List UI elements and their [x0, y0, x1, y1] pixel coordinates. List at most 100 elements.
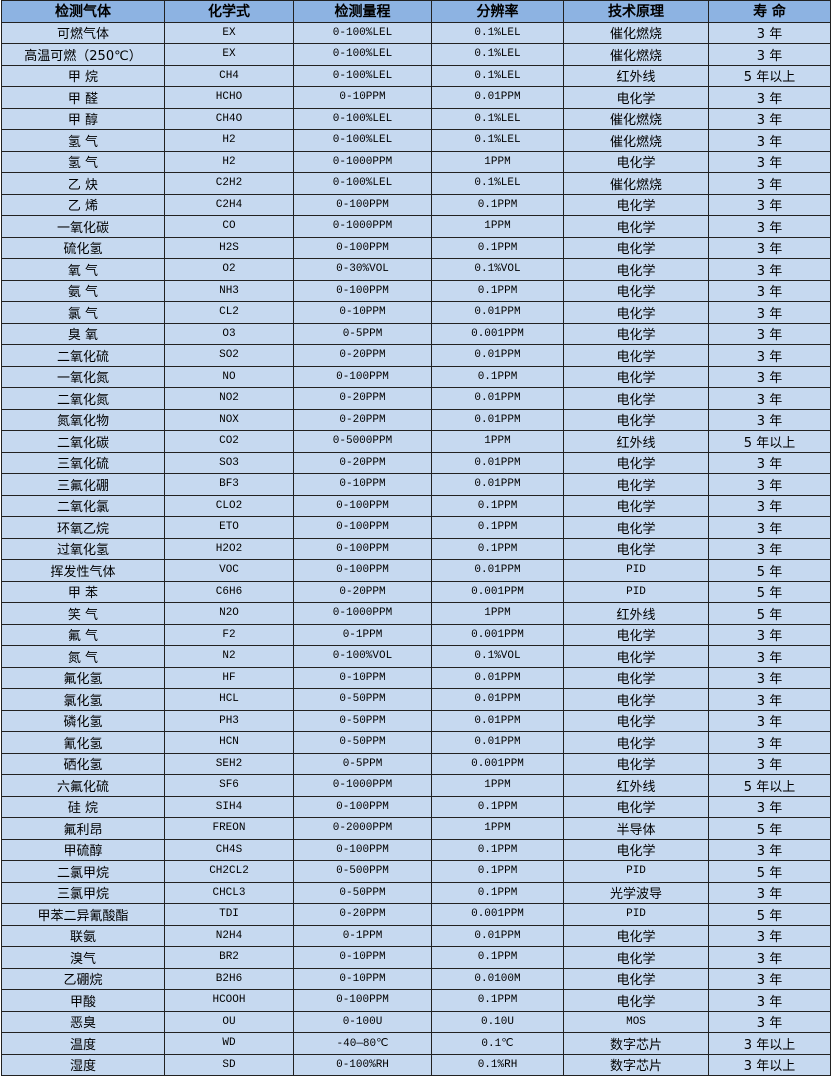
cell-formula: OU	[164, 1010, 294, 1033]
cell-resolution: 0.1%LEL	[431, 21, 564, 44]
cell-resolution: 0.1PPM	[431, 494, 564, 517]
cell-gas-name: 氟化氢	[1, 666, 165, 689]
cell-resolution: 0.1PPM	[431, 881, 564, 904]
cell-resolution: 0.1℃	[431, 1032, 564, 1055]
cell-formula: NOX	[164, 408, 294, 431]
cell-range: 0-20PPM	[293, 387, 432, 410]
cell-principle: 数字芯片	[563, 1053, 709, 1076]
cell-lifespan: 3 年	[708, 645, 831, 668]
cell-range: 0-100PPM	[293, 516, 432, 539]
cell-lifespan: 3 年	[708, 172, 831, 195]
cell-resolution: 0.001PPM	[431, 623, 564, 646]
cell-range: 0-20PPM	[293, 408, 432, 431]
cell-lifespan: 5 年以上	[708, 430, 831, 453]
cell-lifespan: 3 年	[708, 946, 831, 969]
cell-principle: 红外线	[563, 774, 709, 797]
cell-formula: CO	[164, 215, 294, 238]
cell-principle: 电化学	[563, 150, 709, 173]
cell-resolution: 0.1PPM	[431, 989, 564, 1012]
header-principle: 技术原理	[563, 0, 709, 23]
cell-principle: 电化学	[563, 451, 709, 474]
cell-gas-name: 联氨	[1, 924, 165, 947]
cell-formula: HCN	[164, 731, 294, 754]
cell-formula: O2	[164, 258, 294, 281]
cell-principle: 电化学	[563, 408, 709, 431]
cell-range: 0-30%VOL	[293, 258, 432, 281]
header-resolution: 分辨率	[431, 0, 564, 23]
cell-gas-name: 过氧化氢	[1, 537, 165, 560]
cell-range: 0-20PPM	[293, 344, 432, 367]
table-row: 乙 烯 C2H4 0-100PPM 0.1PPM 电化学 3 年	[1, 193, 831, 216]
table-row: 乙 炔 C2H2 0-100%LEL 0.1%LEL 催化燃烧 3 年	[1, 172, 831, 195]
cell-lifespan: 3 年	[708, 43, 831, 66]
cell-range: 0-1000PPM	[293, 150, 432, 173]
table-row: 氟化氢 HF 0-10PPM 0.01PPM 电化学 3 年	[1, 666, 831, 689]
cell-lifespan: 3 年	[708, 365, 831, 388]
cell-principle: PID	[563, 580, 709, 603]
cell-range: 0-20PPM	[293, 903, 432, 926]
cell-lifespan: 3 年	[708, 301, 831, 324]
cell-range: 0-50PPM	[293, 709, 432, 732]
cell-gas-name: 硅 烷	[1, 795, 165, 818]
cell-formula: CLO2	[164, 494, 294, 517]
cell-formula: BF3	[164, 473, 294, 496]
cell-gas-name: 氟 气	[1, 623, 165, 646]
header-gas-name: 检测气体	[1, 0, 165, 23]
cell-principle: 电化学	[563, 86, 709, 109]
cell-principle: 电化学	[563, 322, 709, 345]
cell-resolution: 0.01PPM	[431, 408, 564, 431]
cell-principle: 催化燃烧	[563, 172, 709, 195]
cell-range: 0-100PPM	[293, 537, 432, 560]
cell-lifespan: 3 年	[708, 752, 831, 775]
cell-formula: N2	[164, 645, 294, 668]
cell-gas-name: 溴气	[1, 946, 165, 969]
cell-resolution: 1PPM	[431, 150, 564, 173]
table-row: 二氯甲烷 CH2CL2 0-500PPM 0.1PPM PID 5 年	[1, 860, 831, 883]
cell-principle: 电化学	[563, 236, 709, 259]
cell-lifespan: 3 年	[708, 688, 831, 711]
cell-principle: 电化学	[563, 258, 709, 281]
cell-gas-name: 甲 烷	[1, 64, 165, 87]
cell-formula: O3	[164, 322, 294, 345]
table-row: 二氧化硫 SO2 0-20PPM 0.01PPM 电化学 3 年	[1, 344, 831, 367]
cell-gas-name: 六氟化硫	[1, 774, 165, 797]
cell-gas-name: 硒化氢	[1, 752, 165, 775]
cell-principle: 催化燃烧	[563, 129, 709, 152]
cell-lifespan: 3 年	[708, 473, 831, 496]
cell-lifespan: 5 年	[708, 602, 831, 625]
cell-resolution: 0.01PPM	[431, 731, 564, 754]
cell-principle: 红外线	[563, 602, 709, 625]
cell-range: 0-5000PPM	[293, 430, 432, 453]
cell-lifespan: 3 年	[708, 86, 831, 109]
cell-principle: 电化学	[563, 838, 709, 861]
cell-range: 0-100PPM	[293, 494, 432, 517]
table-row: 氧 气 O2 0-30%VOL 0.1%VOL 电化学 3 年	[1, 258, 831, 281]
cell-lifespan: 3 年	[708, 838, 831, 861]
cell-resolution: 1PPM	[431, 817, 564, 840]
cell-resolution: 0.01PPM	[431, 301, 564, 324]
table-row: 可燃气体 EX 0-100%LEL 0.1%LEL 催化燃烧 3 年	[1, 21, 831, 44]
table-row: 联氨 N2H4 0-1PPM 0.01PPM 电化学 3 年	[1, 924, 831, 947]
table-row: 二氧化氯 CLO2 0-100PPM 0.1PPM 电化学 3 年	[1, 494, 831, 517]
table-row: 笑 气 N2O 0-1000PPM 1PPM 红外线 5 年	[1, 602, 831, 625]
cell-resolution: 0.01PPM	[431, 344, 564, 367]
cell-gas-name: 氟利昂	[1, 817, 165, 840]
table-row: 臭 氧 O3 0-5PPM 0.001PPM 电化学 3 年	[1, 322, 831, 345]
cell-principle: 红外线	[563, 64, 709, 87]
table-row: 过氧化氢 H2O2 0-100PPM 0.1PPM 电化学 3 年	[1, 537, 831, 560]
cell-range: 0-100%LEL	[293, 107, 432, 130]
cell-principle: 催化燃烧	[563, 21, 709, 44]
cell-gas-name: 乙 炔	[1, 172, 165, 195]
table-row: 六氟化硫 SF6 0-1000PPM 1PPM 红外线 5 年以上	[1, 774, 831, 797]
cell-resolution: 0.001PPM	[431, 752, 564, 775]
cell-gas-name: 一氧化碳	[1, 215, 165, 238]
cell-gas-name: 氯化氢	[1, 688, 165, 711]
cell-range: 0-10PPM	[293, 86, 432, 109]
cell-principle: 电化学	[563, 752, 709, 775]
cell-lifespan: 3 年	[708, 150, 831, 173]
cell-formula: VOC	[164, 559, 294, 582]
cell-lifespan: 3 年	[708, 387, 831, 410]
cell-gas-name: 氯 气	[1, 301, 165, 324]
cell-formula: ETO	[164, 516, 294, 539]
cell-gas-name: 三氯甲烷	[1, 881, 165, 904]
